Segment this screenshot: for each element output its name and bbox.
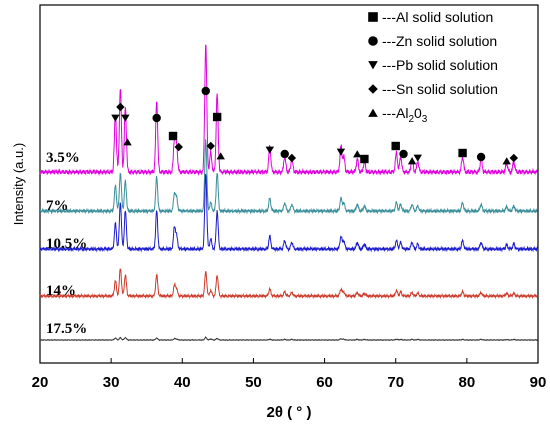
x-tick-label: 90 (530, 374, 547, 391)
circle-marker (476, 152, 486, 162)
legend-square-icon (368, 12, 378, 22)
legend-entry: ---Zn solid solution (382, 33, 497, 49)
series-line (39, 139, 538, 215)
legend-sub: 2 (408, 114, 414, 125)
series-line (39, 44, 539, 177)
legend-triangle-up-icon (368, 108, 378, 117)
legend-entry: ---Pb solid solution (382, 57, 498, 73)
x-tick-label: 20 (32, 374, 49, 391)
legend-text: ---Al solid solution (382, 9, 493, 25)
square-marker (391, 141, 400, 151)
series-line (39, 173, 539, 253)
legend-text: ---Zn solid solution (382, 33, 497, 49)
circle-marker (152, 113, 161, 123)
legend-mid: 0 (414, 105, 422, 121)
series-labels: 3.5% 7% 10.5% 14% 17.5% (46, 150, 87, 337)
square-marker (458, 148, 467, 158)
x-axis-ticks: 20 30 40 50 60 70 80 90 (32, 358, 547, 391)
diamond-marker (174, 142, 183, 152)
x-tick-label: 60 (316, 374, 333, 391)
square-marker (360, 154, 369, 164)
triangle-down-marker (265, 146, 274, 154)
series-label: 10.5% (46, 236, 87, 252)
circle-marker (280, 149, 289, 159)
triangle-down-marker (121, 114, 130, 122)
square-marker (168, 131, 178, 141)
square-marker (212, 112, 222, 122)
legend-diamond-icon (368, 84, 378, 94)
legend-triangle-down-icon (368, 61, 378, 70)
series-line (39, 336, 538, 342)
series-label: 3.5% (46, 150, 80, 166)
legend-text: ---Al (382, 105, 408, 121)
series-label: 14% (46, 283, 76, 299)
series-line (39, 268, 539, 300)
series-label: 7% (46, 198, 69, 214)
legend-sub: 3 (422, 114, 428, 125)
series-layer (39, 44, 539, 342)
x-tick-label: 50 (245, 374, 262, 391)
triangle-down-marker (111, 114, 120, 122)
diamond-marker (287, 153, 297, 163)
x-tick-label: 70 (387, 374, 404, 391)
legend-entry: ---Sn solid solution (382, 81, 498, 97)
x-tick-label: 30 (103, 374, 120, 391)
peak-markers (111, 86, 519, 165)
x-tick-label: 80 (459, 374, 476, 391)
series-label: 17.5% (46, 321, 87, 337)
y-axis-title: Intensity (a.u.) (11, 143, 26, 225)
circle-marker (399, 149, 408, 159)
x-axis-title: 2θ ( ° ) (267, 404, 312, 421)
legend-text: ---Pb solid solution (382, 57, 498, 73)
legend: ---Al solid solution ---Zn solid solution… (368, 9, 498, 125)
triangle-up-marker (353, 150, 362, 158)
legend-circle-icon (368, 36, 378, 46)
triangle-up-marker (216, 152, 225, 160)
triangle-up-marker (123, 138, 132, 146)
triangle-down-marker (413, 154, 422, 162)
plot-frame (39, 4, 539, 364)
legend-entry: ---Al203 (382, 105, 428, 125)
diamond-marker (116, 102, 125, 112)
triangle-up-marker (407, 157, 417, 165)
diamond-marker (509, 153, 519, 163)
diamond-marker (206, 141, 215, 151)
triangle-up-marker (502, 157, 511, 165)
circle-marker (201, 86, 210, 96)
legend-text: ---Sn solid solution (382, 81, 498, 97)
x-tick-label: 40 (174, 374, 191, 391)
legend-entry: ---Al solid solution (382, 9, 493, 25)
triangle-down-marker (336, 148, 346, 156)
